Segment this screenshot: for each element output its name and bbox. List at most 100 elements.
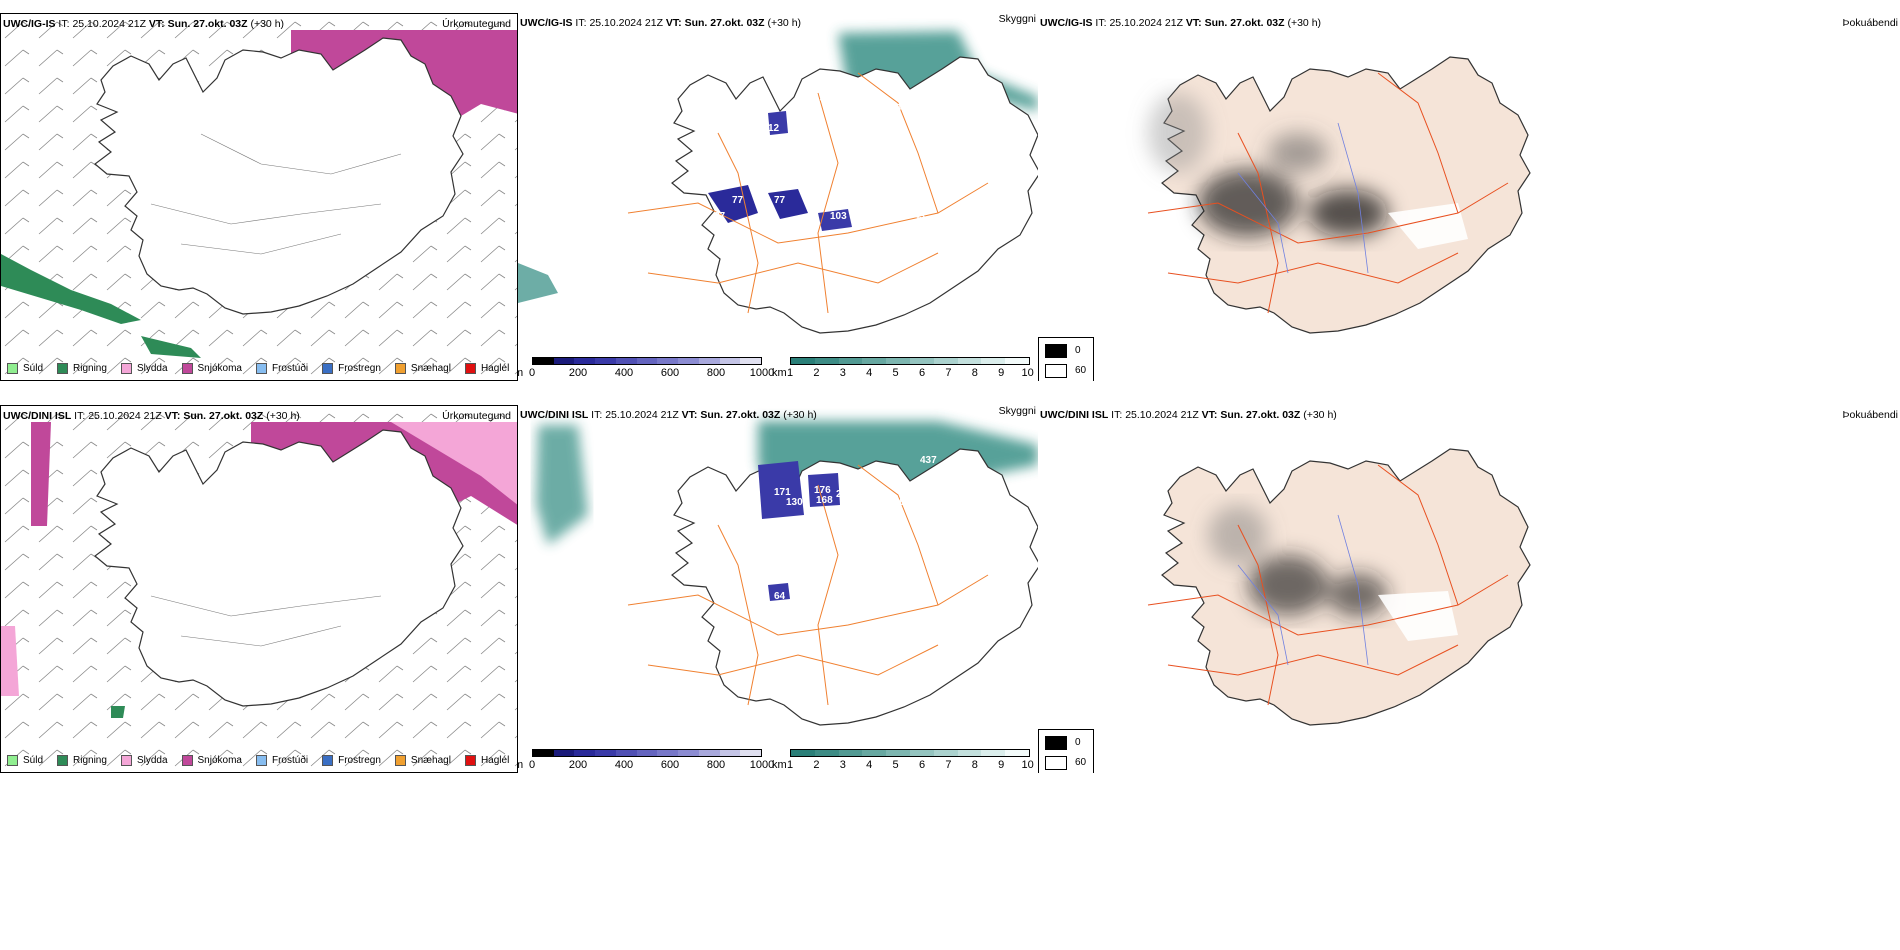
legend-swatch xyxy=(1045,756,1067,770)
legend-item: Frostúði xyxy=(255,363,308,374)
panel-title: Úrkomutegund xyxy=(442,410,511,422)
cloudbase-label: 333 xyxy=(798,179,815,190)
scale-tick: 400 xyxy=(614,367,634,379)
cloudbase-label: 15 xyxy=(814,93,826,104)
scale-tick: 8 xyxy=(971,367,978,379)
cloudbase-area xyxy=(808,473,840,507)
cloudbase-label: 87 xyxy=(714,211,726,222)
precip-legend: Súld Rigning Slydda Snjókoma Frostúði Fr… xyxy=(7,363,509,374)
cloudbase-area xyxy=(768,111,788,135)
cloudbase-label: 64 xyxy=(774,591,786,602)
legend-swatch xyxy=(322,755,334,766)
cloudbase-scale: m 0 200 400 600 800 1000 xyxy=(518,749,774,773)
cloudbase-label: 77 xyxy=(774,195,786,206)
scale-tick: 5 xyxy=(892,367,899,379)
legend-swatch xyxy=(181,363,193,374)
rain-area xyxy=(111,706,125,718)
panel-header: UWC/DINI ISL IT: 25.10.2024 21Z VT: Sun.… xyxy=(3,410,300,422)
cloudbase-labels: 230 15 330 280 12 15 333 77 77 87 103 43 xyxy=(640,73,926,222)
cloud-map: 437 180 42 171 176 130 168 266 497 216 1… xyxy=(536,421,1038,726)
scale-tick: 9 xyxy=(998,759,1005,771)
rain-area xyxy=(1,254,141,324)
panel-header: UWC/DINI ISL IT: 25.10.2024 21Z VT: Sun.… xyxy=(1040,409,1337,421)
cloudbase-label: 42 xyxy=(878,473,890,484)
cloudbase-label: 77 xyxy=(732,195,744,206)
panel-title: Úrkomutegund xyxy=(442,18,511,30)
cloudbase-labels: 437 180 42 171 176 130 168 266 497 216 1… xyxy=(768,455,948,618)
cloudbase-label: 15 xyxy=(772,155,784,166)
scale-tick: 0 xyxy=(528,367,536,379)
cloudbase-label: 103 xyxy=(830,211,847,222)
scale-tick: 9 xyxy=(998,367,1005,379)
cloudbase-label: 197 xyxy=(828,607,845,618)
roads xyxy=(627,464,989,706)
scale-tick: 0 xyxy=(528,759,536,771)
panel-title: Þokuábendi xyxy=(1842,409,1898,421)
scale-tick: 10 xyxy=(1021,759,1034,771)
cloudbase-label: 437 xyxy=(920,455,937,466)
scale-tick: 10 xyxy=(1021,367,1034,379)
roads xyxy=(1147,464,1509,706)
scale-tick: 400 xyxy=(614,759,634,771)
panel-title: Skyggni xyxy=(998,13,1036,25)
scale-tick: 2 xyxy=(813,367,820,379)
cloudbase-area xyxy=(708,185,758,223)
scale-tick: 600 xyxy=(660,367,680,379)
scale-tick: 800 xyxy=(706,759,726,771)
legend-swatch xyxy=(120,755,132,766)
panel-header: UWC/IG-IS IT: 25.10.2024 21Z VT: Sun. 27… xyxy=(1040,17,1322,29)
fog-panel-row1: 0 60 UWC/IG-IS IT: 25.10.2024 21Z VT: Su… xyxy=(1038,13,1900,381)
cloudbase-label: 180 xyxy=(838,473,855,484)
fog-panel-row2: 0 60 UWC/DINI ISL IT: 25.10.2024 21Z VT:… xyxy=(1038,405,1900,773)
legend-item: Slydda xyxy=(120,363,168,374)
scale-tick: 200 xyxy=(568,759,588,771)
scale-bar xyxy=(790,749,1030,757)
legend-swatch xyxy=(1045,364,1067,378)
scale-unit: m xyxy=(518,367,524,379)
scale-bar xyxy=(532,357,762,365)
legend-swatch xyxy=(1045,344,1067,358)
visibility-area xyxy=(536,425,588,545)
scale-tick: 1 xyxy=(786,759,794,771)
scale-tick: 1 xyxy=(786,367,794,379)
scale-tick: 6 xyxy=(918,759,926,771)
legend-item: Rigning xyxy=(57,363,107,374)
scale-tick: 1000 xyxy=(749,759,775,771)
fog-map xyxy=(1147,56,1531,334)
legend-swatch xyxy=(464,755,476,766)
rivers xyxy=(1237,122,1369,274)
rain-area xyxy=(141,336,201,358)
cloudbase-label: 216 xyxy=(888,497,905,508)
scale-tick: 7 xyxy=(945,367,952,379)
roads xyxy=(1147,72,1509,314)
scale-tick: 2 xyxy=(813,759,820,771)
cloudbase-label: 116 xyxy=(768,521,785,532)
legend-item: Snjókoma xyxy=(181,363,242,374)
legend-swatch xyxy=(322,363,334,374)
scale-tick: 5 xyxy=(892,759,899,771)
legend-item: Slydda xyxy=(120,755,168,766)
legend-item: Frostregn xyxy=(322,363,381,374)
scale-tick: 3 xyxy=(839,367,846,379)
cloudbase-area xyxy=(768,189,808,219)
legend-item: Snjókoma xyxy=(181,755,242,766)
cloudbase-label: 168 xyxy=(816,495,833,506)
cloudbase-area xyxy=(768,583,790,601)
scale-tick: 800 xyxy=(706,367,726,379)
scale-unit: m xyxy=(518,759,524,771)
legend-swatch xyxy=(57,363,69,374)
sleet-area xyxy=(1,626,19,696)
legend-item: Súld xyxy=(7,755,43,766)
panel-header: UWC/DINI ISL IT: 25.10.2024 21Z VT: Sun.… xyxy=(520,409,817,421)
scale-unit: km xyxy=(772,759,787,771)
legend-swatch xyxy=(394,363,406,374)
cloud-panel-row2: 437 180 42 171 176 130 168 266 497 216 1… xyxy=(518,405,1038,773)
cloudbase-label: 12 xyxy=(768,123,780,134)
legend-swatch xyxy=(7,363,18,374)
cloudbase-area xyxy=(818,209,852,231)
fog-legend: 0 60 xyxy=(1038,729,1094,773)
legend-swatch xyxy=(7,755,18,766)
legend-swatch xyxy=(394,755,406,766)
cloudbase-label: 10 xyxy=(936,513,948,524)
cloud-map: 230 15 330 280 12 15 333 77 77 87 103 43 xyxy=(518,31,1038,334)
